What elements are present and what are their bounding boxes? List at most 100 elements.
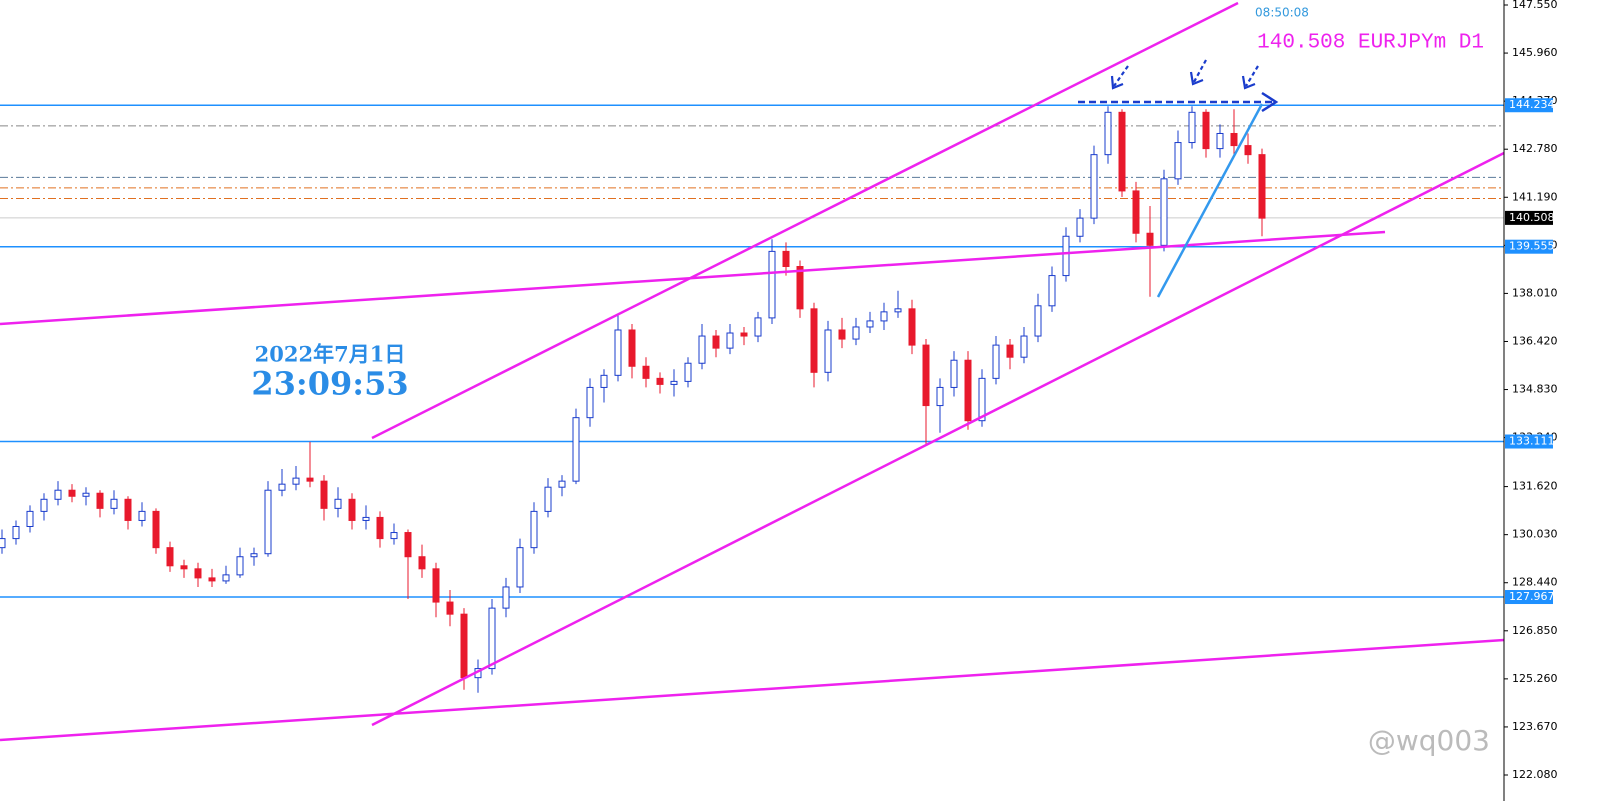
candle-body xyxy=(334,498,342,509)
candle-body xyxy=(166,547,174,567)
candle-body xyxy=(516,547,524,588)
candle-body xyxy=(1258,154,1266,219)
candle-body xyxy=(866,320,874,328)
candle-body xyxy=(936,386,944,407)
y-tick-label: 123.670 xyxy=(1512,720,1558,733)
candle-body xyxy=(68,489,76,497)
candle-body xyxy=(152,510,160,549)
candle-body xyxy=(264,489,272,555)
candle-body xyxy=(1202,111,1210,150)
candle-body xyxy=(614,329,622,376)
level-label: 144.234 xyxy=(1509,98,1555,111)
candle-body xyxy=(362,516,370,521)
y-tick-label: 138.010 xyxy=(1512,286,1558,299)
candle-body xyxy=(488,607,496,670)
trend-line xyxy=(371,151,1505,727)
candle-body xyxy=(110,498,118,509)
candle-body xyxy=(740,332,748,337)
candle-body xyxy=(558,480,566,488)
candle-body xyxy=(278,483,286,491)
y-tick-label: 134.830 xyxy=(1512,383,1558,396)
drawings xyxy=(0,1,1505,742)
candle-body xyxy=(726,332,734,349)
candle-body xyxy=(194,568,202,579)
candle-body xyxy=(1230,132,1238,147)
candle-body xyxy=(82,492,90,497)
candle-body xyxy=(586,386,594,419)
candle-body xyxy=(922,344,930,407)
candle-body xyxy=(950,359,958,388)
candle-body xyxy=(628,329,636,367)
candle-body xyxy=(698,335,706,364)
level-box xyxy=(1505,590,1553,605)
trend-line xyxy=(0,638,1505,742)
y-tick-label: 136.420 xyxy=(1512,334,1558,347)
candle-body xyxy=(180,565,188,570)
candle-body xyxy=(502,586,510,609)
candle-body xyxy=(880,311,888,322)
candle-body xyxy=(1104,111,1112,156)
candle-body xyxy=(236,556,244,576)
candle-body xyxy=(306,477,314,482)
candle-body xyxy=(1090,154,1098,219)
candle-body xyxy=(348,498,356,521)
y-tick-label: 125.260 xyxy=(1512,672,1558,685)
trend-line xyxy=(1156,103,1264,298)
candle-body xyxy=(908,308,916,346)
candle-body xyxy=(544,486,552,512)
y-tick-label: 131.620 xyxy=(1512,480,1558,493)
candle-body xyxy=(978,377,986,422)
candle-body xyxy=(782,250,790,268)
candle-body xyxy=(1076,217,1084,237)
marker-arrows xyxy=(1110,59,1259,90)
level-label: 127.967 xyxy=(1509,590,1555,603)
candle-body xyxy=(656,377,664,385)
candle-body xyxy=(1006,344,1014,358)
trend-line xyxy=(371,1,1239,440)
annotation-time: 23:09:53 xyxy=(251,365,408,403)
candle-body xyxy=(446,601,454,615)
level-box xyxy=(1505,434,1553,449)
candle-body xyxy=(670,380,678,385)
arrow-head xyxy=(1261,91,1279,113)
candle-body xyxy=(852,326,860,340)
candle-body xyxy=(96,492,104,509)
watermark: @wq003 xyxy=(1368,724,1490,757)
y-axis: 147.550145.960144.370142.780141.190139.6… xyxy=(1504,0,1558,781)
candle-body xyxy=(320,480,328,509)
candle-body xyxy=(1188,111,1196,144)
candle-body xyxy=(838,329,846,340)
candle-body xyxy=(1048,275,1056,307)
price-box xyxy=(1505,210,1553,225)
candle-body xyxy=(824,329,832,373)
y-tick-label: 141.190 xyxy=(1512,190,1558,203)
y-tick-label: 128.440 xyxy=(1512,576,1558,589)
candle-body xyxy=(390,532,398,540)
candle-body xyxy=(138,510,146,521)
y-tick-label: 130.030 xyxy=(1512,528,1558,541)
candle-body xyxy=(894,308,902,313)
candle-body xyxy=(432,568,440,603)
candle-body xyxy=(0,538,6,549)
candle-body xyxy=(1132,190,1140,234)
candle-body xyxy=(572,417,580,482)
candle-body xyxy=(992,344,1000,379)
candle-body xyxy=(796,266,804,310)
candle-body xyxy=(768,250,776,319)
candle-body xyxy=(54,489,62,500)
candle-body xyxy=(1174,142,1182,180)
candle-body xyxy=(1034,305,1042,337)
candle-body xyxy=(600,374,608,388)
candle-body xyxy=(12,525,20,540)
candle-body xyxy=(810,308,818,373)
clock: 08:50:08 xyxy=(1255,6,1309,20)
candle-body xyxy=(964,359,972,422)
candle-body xyxy=(1160,178,1168,246)
candle-body xyxy=(124,498,132,521)
candle-body xyxy=(1062,235,1070,277)
candle-body xyxy=(530,510,538,549)
level-label: 139.555 xyxy=(1509,240,1555,253)
candle-body xyxy=(1146,232,1154,246)
